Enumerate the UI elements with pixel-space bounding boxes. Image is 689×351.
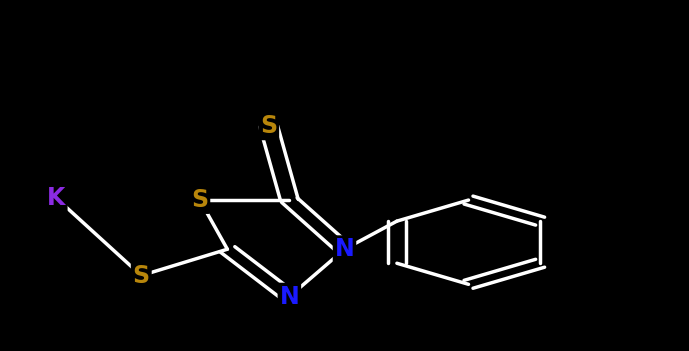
Text: S: S (260, 114, 277, 138)
Text: N: N (280, 285, 299, 309)
Text: S: S (192, 188, 208, 212)
Text: S: S (133, 264, 150, 287)
Text: N: N (335, 237, 354, 261)
Text: K: K (48, 186, 65, 210)
